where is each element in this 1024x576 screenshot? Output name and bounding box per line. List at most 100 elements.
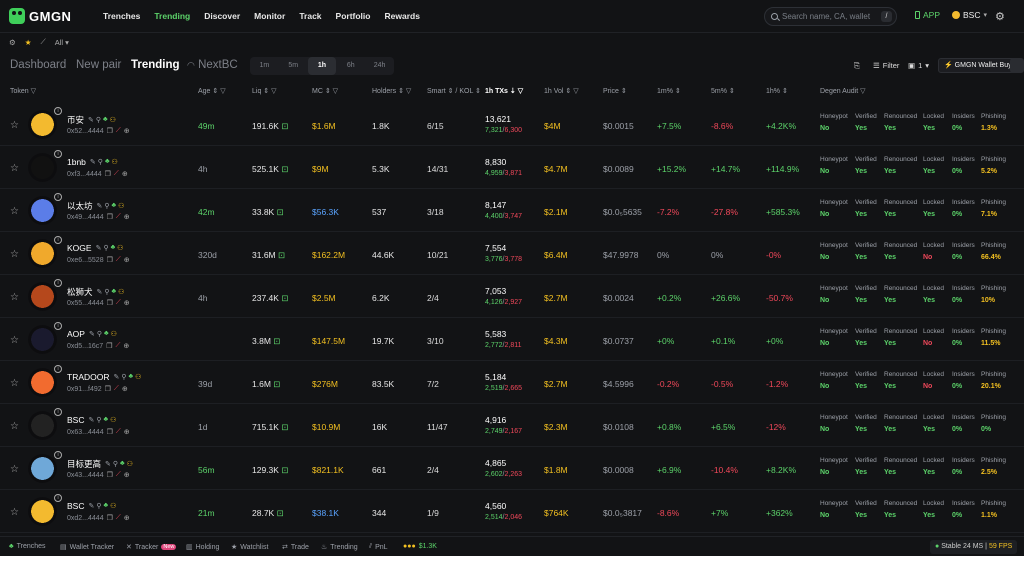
col-mc[interactable]: MC ⇕ ▽	[312, 88, 339, 95]
token-address[interactable]: 0xd5...16c7	[67, 342, 104, 350]
token-name-line[interactable]: 1bnb ✎ ⚲ ♣ ⚇	[67, 157, 118, 167]
table-row[interactable]: ☆ i 目标更高 ✎ ⚲ ♣ ⚇ 0x43...4444 ❐ ⟋ ⊕ 56m 129.3K ⊡…	[0, 447, 1024, 490]
nav-monitor[interactable]: Monitor	[254, 11, 286, 21]
search-icon[interactable]: ⚲	[121, 374, 127, 381]
edit-icon[interactable]: ✎	[88, 331, 95, 338]
copy-icon[interactable]: ❐	[106, 257, 113, 264]
info-icon[interactable]: i	[54, 494, 62, 502]
edit-icon[interactable]: ✎	[96, 289, 103, 296]
favorite-star-icon[interactable]: ☆	[10, 120, 19, 131]
info-icon[interactable]: i	[54, 279, 62, 287]
filter-button[interactable]: ☰ Filter	[873, 61, 899, 70]
token-name-line[interactable]: AOP ✎ ⚲ ♣ ⚇	[67, 329, 117, 339]
pen-icon[interactable]: ⟋	[115, 514, 121, 521]
edit-icon[interactable]: ✎	[95, 245, 102, 252]
edit-icon[interactable]: ✎	[113, 374, 120, 381]
favorite-star-icon[interactable]: ☆	[10, 335, 19, 346]
edit-icon[interactable]: ✎	[89, 159, 96, 166]
edit-icon[interactable]: ✎	[88, 117, 94, 124]
bottom-wallet-tracker[interactable]: ▤ Wallet Tracker	[60, 543, 114, 552]
pen-icon[interactable]: ⟋	[113, 385, 119, 392]
token-address[interactable]: 0x43...4444	[67, 471, 104, 479]
table-row[interactable]: ☆ i 币安 ✎ ⚲ ♣ ⚇ 0x52...4444 ❐ ⟋ ⊕ 49m 191.6K ⊡ $…	[0, 103, 1024, 146]
globe-icon[interactable]: ⊕	[123, 515, 130, 522]
col-1h-vol[interactable]: 1h Vol ⇕ ▽	[544, 88, 579, 95]
info-icon[interactable]: i	[54, 365, 62, 373]
token-address[interactable]: 0x63...4444	[67, 428, 104, 436]
token-avatar[interactable]	[28, 368, 57, 397]
search-icon[interactable]: ⚲	[96, 417, 102, 424]
col-1h-txs[interactable]: 1h TXs ⇣ ▽	[485, 88, 524, 95]
copy-icon[interactable]: ❐	[106, 343, 113, 350]
search-icon[interactable]: ⚲	[104, 289, 110, 296]
favorite-star-icon[interactable]: ☆	[10, 163, 19, 174]
favorite-star-icon[interactable]: ☆	[10, 507, 19, 518]
nav-rewards[interactable]: Rewards	[384, 11, 420, 21]
favorite-star-icon[interactable]: ☆	[10, 464, 19, 475]
col-token[interactable]: Token ▽	[10, 87, 36, 95]
settings-icon[interactable]: ⚙	[9, 37, 16, 47]
col-liq[interactable]: Liq ⇕ ▽	[252, 88, 277, 95]
pen-icon[interactable]: ⟋	[115, 342, 121, 349]
token-name-line[interactable]: BSC ✎ ⚲ ♣ ⚇	[67, 501, 116, 511]
search-icon[interactable]: ⚲	[97, 159, 103, 166]
nav-trending[interactable]: Trending	[154, 11, 191, 21]
pen-icon[interactable]: ⟋	[113, 170, 119, 177]
favorites-star-icon[interactable]: ★	[24, 37, 32, 47]
copy-icon[interactable]: ❐	[106, 300, 113, 307]
table-row[interactable]: ☆ i 以太坊 ✎ ⚲ ♣ ⚇ 0x49...4444 ❐ ⟋ ⊕ 42m 33.8K ⊡ $…	[0, 189, 1024, 232]
timeframe-24h[interactable]: 24h	[373, 62, 386, 69]
info-icon[interactable]: i	[54, 451, 62, 459]
token-avatar[interactable]	[28, 411, 57, 440]
copy-icon[interactable]: ❐	[106, 515, 113, 522]
copy-icon[interactable]: ❐	[104, 171, 111, 178]
token-name-line[interactable]: 松狮犬 ✎ ⚲ ♣ ⚇	[67, 286, 124, 298]
app-download-button[interactable]: APP	[915, 10, 940, 20]
timeframe-1m[interactable]: 1m	[259, 62, 270, 69]
search-icon[interactable]: ⚲	[96, 331, 102, 338]
globe-icon[interactable]: ⊕	[123, 429, 130, 436]
token-avatar[interactable]	[28, 325, 57, 354]
token-avatar[interactable]	[28, 282, 57, 311]
globe-icon[interactable]: ⊕	[121, 171, 128, 178]
token-name-line[interactable]: BSC ✎ ⚲ ♣ ⚇	[67, 415, 116, 425]
table-row[interactable]: ☆ i 1bnb ✎ ⚲ ♣ ⚇ 0xf3...4444 ❐ ⟋ ⊕ 4h 525.1K ⊡ …	[0, 146, 1024, 189]
pen-icon[interactable]: ⟋	[115, 428, 121, 435]
search-input[interactable]	[782, 12, 877, 21]
token-avatar[interactable]	[28, 239, 57, 268]
token-avatar[interactable]	[28, 454, 57, 483]
nav-trenches[interactable]: Trenches	[103, 11, 141, 21]
col-degen-audit[interactable]: Degen Audit ▽	[820, 88, 866, 95]
bottom-trade[interactable]: ⇄ Trade	[282, 543, 309, 552]
token-name-line[interactable]: KOGE ✎ ⚲ ♣ ⚇	[67, 243, 123, 253]
copy-icon[interactable]: ❐	[106, 214, 113, 221]
globe-icon[interactable]: ⊕	[123, 214, 130, 221]
pen-icon[interactable]: ⟋	[115, 213, 121, 220]
token-name-line[interactable]: TRADOOR ✎ ⚲ ♣ ⚇	[67, 372, 141, 382]
copy-icon[interactable]: ❐	[106, 429, 113, 436]
search-box[interactable]: /	[764, 7, 897, 26]
token-address[interactable]: 0xf3...4444	[67, 170, 102, 178]
search-icon[interactable]: ⚲	[95, 117, 102, 124]
search-icon[interactable]: ⚲	[103, 245, 109, 252]
col-5m-pct[interactable]: 5m% ⇕	[711, 88, 735, 95]
copy-icon[interactable]: ❐	[106, 128, 113, 135]
token-name-line[interactable]: 以太坊 ✎ ⚲ ♣ ⚇	[67, 200, 124, 212]
col-price[interactable]: Price ⇕	[603, 88, 627, 95]
col-1h-pct[interactable]: 1h% ⇕	[766, 88, 788, 95]
token-name-line[interactable]: 币安 ✎ ⚲ ♣ ⚇	[67, 114, 116, 126]
preset-selector[interactable]: ▣ 1 ▾	[908, 61, 929, 70]
globe-icon[interactable]: ⊕	[123, 257, 130, 264]
table-row[interactable]: ☆ i BSC ✎ ⚲ ♣ ⚇ 0x63...4444 ❐ ⟋ ⊕ 1d 715.1K ⊡ $…	[0, 404, 1024, 447]
col-holders[interactable]: Holders ⇕ ▽	[372, 88, 412, 95]
copy-icon[interactable]: ❐	[106, 472, 113, 479]
globe-icon[interactable]: ⊕	[123, 472, 130, 479]
bottom-watchlist[interactable]: ★ Watchlist	[231, 543, 268, 552]
table-row[interactable]: ☆ i AOP ✎ ⚲ ♣ ⚇ 0xd5...16c7 ❐ ⟋ ⊕ 3.8M ⊡ $147.5…	[0, 318, 1024, 361]
col-1m-pct[interactable]: 1m% ⇕	[657, 88, 681, 95]
chain-selector[interactable]: BSC ▾	[952, 10, 987, 20]
search-icon[interactable]: ⚲	[112, 461, 119, 468]
timeframe-1h[interactable]: 1h	[307, 57, 337, 75]
info-icon[interactable]: i	[54, 150, 62, 158]
bottom-holding[interactable]: ▥ Holding	[186, 543, 219, 552]
